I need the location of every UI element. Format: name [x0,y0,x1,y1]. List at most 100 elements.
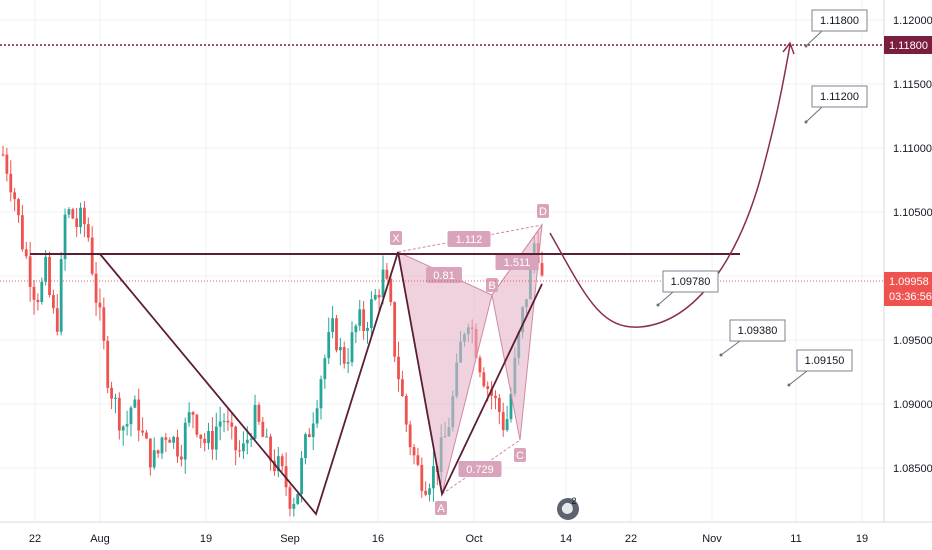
price-tick-label: 1.11000 [893,143,932,155]
candle-body [540,263,544,276]
candle-body [28,256,32,287]
ratio-line-bd [491,224,543,296]
callout-anchor [804,44,808,48]
candle-body [296,493,300,504]
zigzag-line-2[interactable] [397,251,543,497]
candle-body [245,439,249,444]
candle-body [20,215,24,250]
time-tick-label: 19 [200,533,212,545]
callout-anchor [804,120,808,124]
candle-body [187,412,191,423]
last-price-countdown: 03:36:56 [889,291,932,303]
candle-body [307,434,311,438]
candle-body [94,273,98,303]
target-price-tag-text: 1.11800 [889,40,928,52]
candle-body [490,389,493,396]
candle-body [424,490,428,495]
candle-body [377,294,381,298]
candle-body [24,249,28,257]
candle-body [385,269,389,279]
candle-body [354,325,358,333]
candle-body [13,192,17,200]
candle-body [280,456,284,467]
callout-box[interactable] [796,349,853,372]
candle-body [17,199,20,216]
candle-body [207,430,210,444]
candle-body [203,438,207,444]
candle-body [52,295,55,309]
candle-body [273,460,276,472]
candle-body [152,450,156,468]
candle-body [265,436,269,438]
candle-body [83,207,86,225]
candle-body [106,340,110,388]
candle-body [497,397,501,413]
candle-body [420,464,424,491]
candle-body [67,209,71,215]
point-label-c: C [516,450,524,462]
pattern-xab-triangle[interactable] [397,251,493,495]
callout-anchor [787,383,791,387]
candle-body [226,420,230,423]
point-label-a: A [437,503,445,515]
point-label-bg [435,501,447,515]
callout-box[interactable] [729,319,786,342]
callout-leader [805,106,823,123]
ratio-label: 0.81 [433,270,454,282]
candle-body [129,407,133,425]
callout-box[interactable] [662,270,719,293]
candle-body [412,447,416,456]
harmonic-pattern[interactable]: 0.81 0.729 1.511 1.112 X A B C D [390,204,549,515]
candle-body [335,318,338,351]
candle-body [114,397,117,399]
time-tick-label: 14 [560,533,572,545]
candle-body [164,437,168,440]
candle-body [393,302,397,357]
ratio-label: 1.112 [456,234,483,246]
price-tick-label: 1.09000 [893,399,932,411]
candle-body [346,362,350,364]
candle-body [486,386,490,390]
callout-anchor [656,303,660,307]
candle-body [168,439,172,443]
candle-body [160,437,164,454]
last-price-tag[interactable] [884,272,932,306]
candle-body [79,207,82,228]
callout-leader [657,291,674,306]
price-tick-label: 1.08500 [893,463,932,475]
callout-anchor [719,353,723,357]
candle-body [234,426,238,451]
candle-body [176,437,179,457]
time-tick-label: 11 [790,533,801,545]
callout-leader [805,30,823,47]
candle-body [311,423,315,438]
candle-body [327,332,331,359]
callout-box[interactable] [811,9,868,32]
target-price-tag[interactable] [884,36,932,54]
ratio-label: 0.729 [466,464,494,476]
candle-body [482,372,486,387]
candle-body [40,281,44,303]
projection-arrowhead [782,41,795,55]
candle-body [117,397,121,431]
price-callouts[interactable]: 1.11800 1.11200 1.09780 1.09380 1.09150 2 [557,9,868,520]
callout-leader [788,370,808,386]
candle-body [210,430,214,450]
callout-box[interactable] [811,85,868,108]
ratio-label-bg [447,231,491,247]
candle-body [137,399,141,431]
callout-value: 1.09380 [738,325,778,337]
candle-body [366,327,369,332]
candle-body [315,408,319,424]
candle-body [222,420,226,422]
ratio-label-bg [426,267,462,283]
candle-body [319,379,323,409]
candle-body [362,309,366,332]
zigzag-line-1[interactable] [99,251,399,516]
point-label-x: X [392,233,400,245]
candle-body [110,387,113,399]
ratio-label-bg [458,461,502,477]
